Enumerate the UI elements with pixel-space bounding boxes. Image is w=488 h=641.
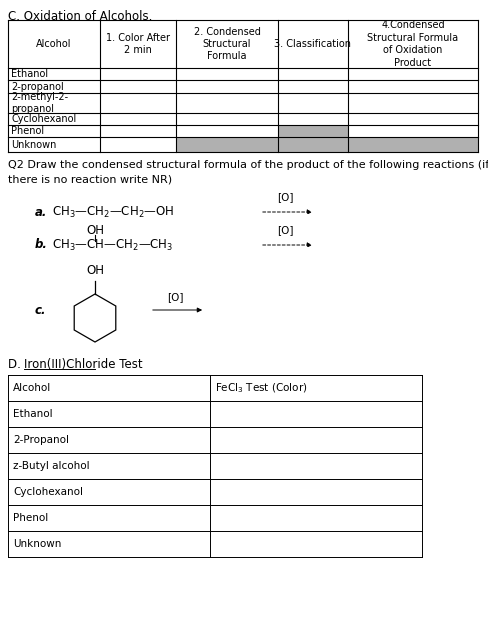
Text: D.: D. <box>8 358 24 371</box>
Bar <box>278 125 348 137</box>
Text: FeCl$_3$ Test (Color): FeCl$_3$ Test (Color) <box>215 381 307 395</box>
Text: Cyclohexanol: Cyclohexanol <box>11 114 76 124</box>
Text: 2-methyl-2-
propanol: 2-methyl-2- propanol <box>11 92 68 114</box>
Text: Phenol: Phenol <box>13 513 48 523</box>
Text: c.: c. <box>35 303 46 317</box>
Text: b.: b. <box>35 238 48 251</box>
Text: z-Butyl alcohol: z-Butyl alcohol <box>13 461 90 471</box>
Text: 2. Condensed
Structural
Formula: 2. Condensed Structural Formula <box>194 26 261 62</box>
Text: 4.Condensed
Structural Formula
of Oxidation
Product: 4.Condensed Structural Formula of Oxidat… <box>367 21 459 67</box>
Text: 3. Classification: 3. Classification <box>274 39 351 49</box>
Text: Ethanol: Ethanol <box>11 69 48 79</box>
Text: [O]: [O] <box>277 225 293 235</box>
Text: Phenol: Phenol <box>11 126 44 136</box>
Text: Unknown: Unknown <box>13 539 61 549</box>
Text: [O]: [O] <box>277 192 293 202</box>
Text: CH$_3$—CH—CH$_2$—CH$_3$: CH$_3$—CH—CH$_2$—CH$_3$ <box>52 237 173 253</box>
Text: Cyclohexanol: Cyclohexanol <box>13 487 83 497</box>
Text: 1. Color After
2 min: 1. Color After 2 min <box>106 33 170 55</box>
Text: Unknown: Unknown <box>11 140 57 149</box>
Text: CH$_3$—CH$_2$—CH$_2$—OH: CH$_3$—CH$_2$—CH$_2$—OH <box>52 204 174 220</box>
Text: Q2 Draw the condensed structural formula of the product of the following reactio: Q2 Draw the condensed structural formula… <box>8 160 488 170</box>
Text: Alcohol: Alcohol <box>13 383 51 393</box>
Text: C. Oxidation of Alcohols.: C. Oxidation of Alcohols. <box>8 10 152 23</box>
Text: 2-propanol: 2-propanol <box>11 81 64 92</box>
Text: OH: OH <box>86 264 104 277</box>
Text: a.: a. <box>35 206 47 219</box>
Text: Alcohol: Alcohol <box>36 39 72 49</box>
Text: Ethanol: Ethanol <box>13 409 53 419</box>
Text: [O]: [O] <box>167 292 183 302</box>
Text: OH: OH <box>86 224 104 238</box>
Text: Iron(III)Chloride Test: Iron(III)Chloride Test <box>24 358 142 371</box>
Text: there is no reaction write NR): there is no reaction write NR) <box>8 174 172 184</box>
Text: 2-Propanol: 2-Propanol <box>13 435 69 445</box>
Bar <box>176 137 478 152</box>
